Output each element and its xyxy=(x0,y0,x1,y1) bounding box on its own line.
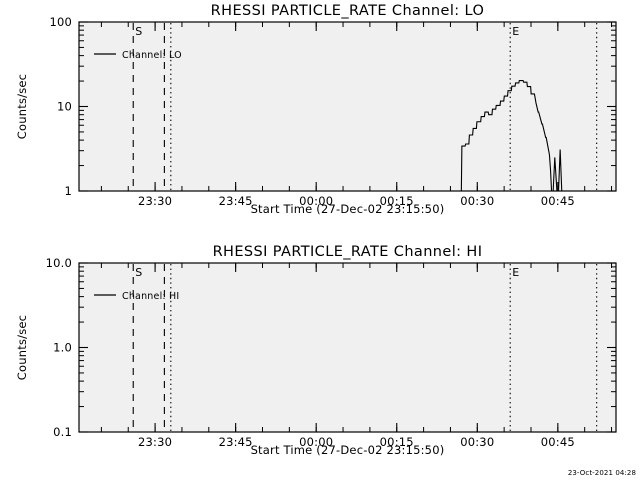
data-line-lo xyxy=(79,79,616,192)
y-tick-label: 1 xyxy=(64,184,72,198)
y-tick-label: 0.1 xyxy=(53,425,72,439)
chart-panel-hi: 10.0 1.0 0.1 23:30 23:45 00:00 00:15 00:30 00:45… xyxy=(0,238,640,480)
plot-frame-lo xyxy=(78,21,617,192)
chart-title-lo: RHESSI PARTICLE_RATE Channel: LO xyxy=(211,3,485,19)
y-tick-label: 10.0 xyxy=(46,256,72,270)
x-tick-label: 23:30 xyxy=(138,435,172,449)
x-tick-label: 00:00 xyxy=(299,194,333,208)
x-tick-label: 00:00 xyxy=(299,435,333,449)
y-axis-label-lo: Counts/sec xyxy=(15,74,29,139)
marker-label-s: S xyxy=(135,25,142,38)
x-tick-label: 00:15 xyxy=(380,194,414,208)
x-tick-label: 00:45 xyxy=(541,435,575,449)
x-axis-label-lo: Start Time (27-Dec-02 23:15:50) xyxy=(251,202,445,216)
x-tick-label: 23:45 xyxy=(219,435,253,449)
plot-frame-hi xyxy=(78,262,617,433)
y-axis-label-hi: Counts/sec xyxy=(15,315,29,380)
x-tick-label: 00:30 xyxy=(460,194,494,208)
render-timestamp: 23-Oct-2021 04:28 xyxy=(568,469,636,477)
marker-label-e: E xyxy=(512,25,519,38)
chart-title-hi: RHESSI PARTICLE_RATE Channel: HI xyxy=(213,244,483,260)
chart-svg-hi: 10.0 1.0 0.1 23:30 23:45 00:00 00:15 00:30 00:45… xyxy=(15,244,636,477)
x-axis-label-hi: Start Time (27-Dec-02 23:15:50) xyxy=(251,443,445,457)
y-tick-label: 1.0 xyxy=(53,341,72,355)
marker-label-s: S xyxy=(135,266,142,279)
x-tick-label: 23:45 xyxy=(219,194,253,208)
legend-label: Channel: LO xyxy=(122,50,182,61)
x-tick-label: 00:45 xyxy=(541,194,575,208)
y-tick-label: 100 xyxy=(49,15,72,29)
marker-label-e: E xyxy=(512,266,519,279)
x-tick-label: 00:30 xyxy=(460,435,494,449)
y-tick-label: 10 xyxy=(57,100,72,114)
chart-svg-lo: 100 10 1 23:30 23:45 00:00 00:15 00:30 00:45 S E Ch… xyxy=(15,3,617,216)
x-tick-label: 00:15 xyxy=(380,435,414,449)
legend-label: Channel: HI xyxy=(122,291,179,302)
x-tick-label: 23:30 xyxy=(138,194,172,208)
chart-panel-lo: 100 10 1 23:30 23:45 00:00 00:15 00:30 00:45 S E Ch… xyxy=(0,0,640,230)
